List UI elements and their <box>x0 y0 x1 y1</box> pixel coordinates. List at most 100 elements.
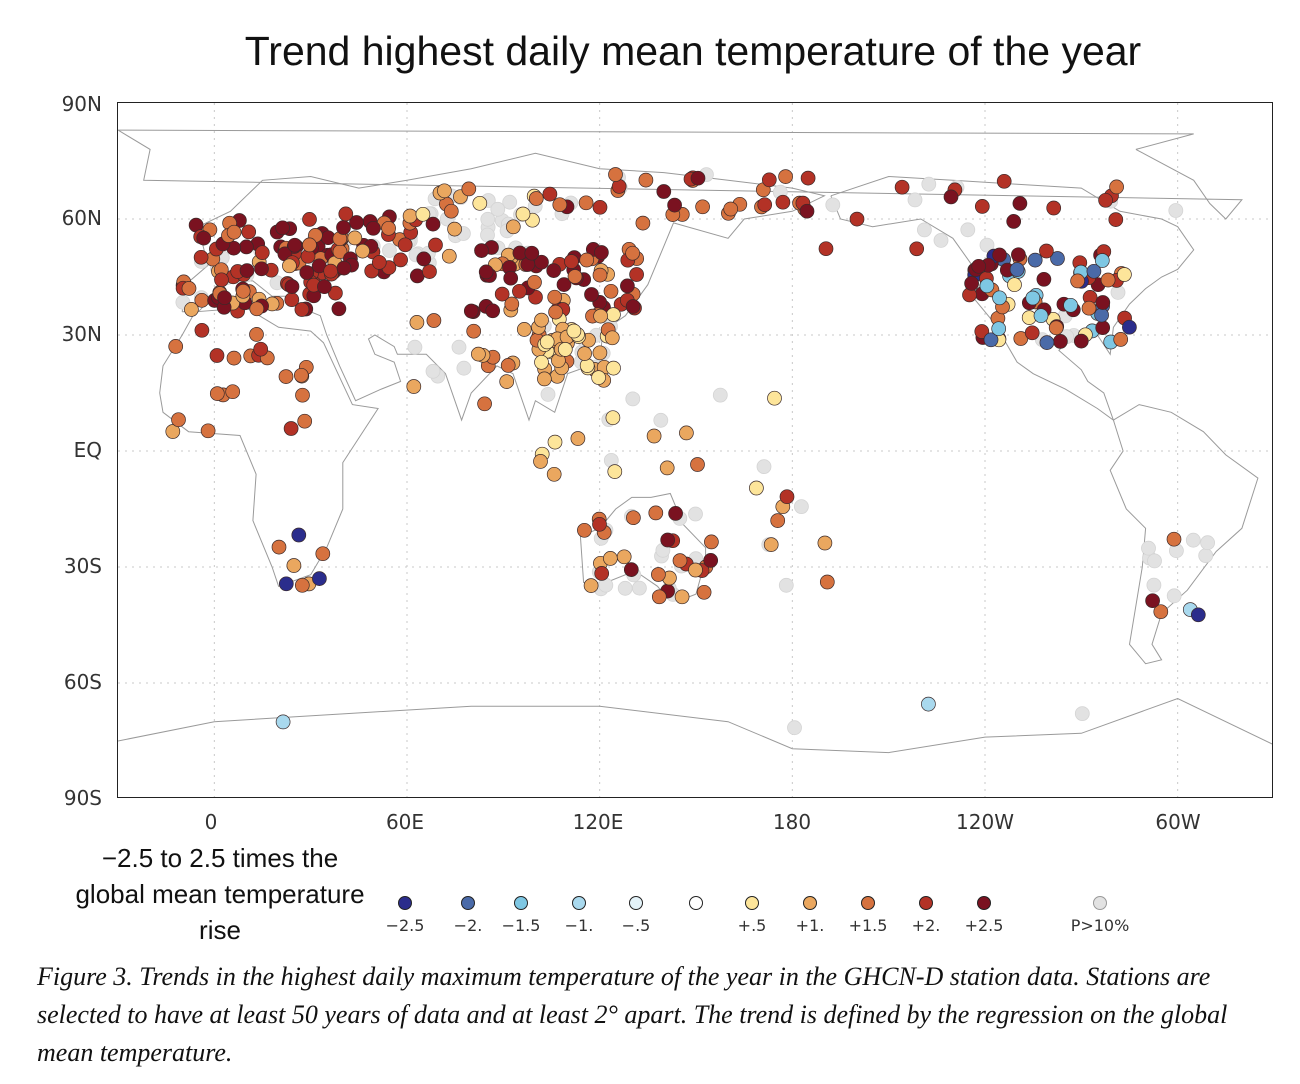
legend-item: +2.5 <box>949 896 1019 935</box>
station-dot <box>603 283 619 299</box>
station-dot <box>960 222 976 238</box>
station-dot <box>249 327 264 342</box>
lon-tick-120w: 120W <box>956 810 1014 834</box>
station-dot <box>1036 271 1052 287</box>
station-dot <box>428 237 443 253</box>
legend-label: +1. <box>795 916 825 935</box>
station-dot <box>603 551 618 566</box>
lat-tick-90n: 90N <box>61 92 102 116</box>
station-dot <box>293 367 309 383</box>
station-dot <box>291 527 307 543</box>
station-dot <box>226 224 242 240</box>
station-dot <box>1147 553 1162 569</box>
station-dot <box>1009 262 1025 277</box>
station-dot <box>512 283 527 299</box>
station-dot <box>557 342 573 357</box>
station-dot <box>943 189 959 205</box>
station-dot <box>1190 607 1206 623</box>
station-dot <box>635 215 651 231</box>
station-markers <box>165 167 1215 736</box>
station-dot <box>616 549 632 565</box>
station-dot <box>278 576 294 592</box>
station-dot <box>552 197 568 213</box>
europe-asia-coast <box>181 152 826 422</box>
station-dot <box>1011 247 1026 263</box>
station-dot <box>756 459 772 475</box>
station-dot <box>570 431 586 446</box>
station-dot <box>547 434 563 450</box>
antarctica-coast <box>118 697 1272 754</box>
station-dot <box>239 239 254 255</box>
map-title: Trend highest daily mean temperature of … <box>244 28 1142 74</box>
station-dot <box>1098 192 1113 208</box>
station-dot <box>200 423 216 439</box>
station-dot <box>209 348 225 363</box>
station-dot <box>294 577 310 593</box>
station-dot <box>770 513 786 528</box>
station-dot <box>1109 179 1124 195</box>
station-dot <box>653 412 669 428</box>
station-dot <box>416 251 432 267</box>
station-dot <box>299 265 315 280</box>
station-dot <box>800 170 816 186</box>
legend-swatch <box>461 896 475 910</box>
legend-label: −1. <box>564 916 594 935</box>
legend-item: −2.5 <box>370 896 440 935</box>
station-dot <box>1094 307 1109 323</box>
station-dot <box>1141 540 1156 556</box>
station-dot <box>607 464 623 479</box>
station-dot <box>1095 295 1111 310</box>
station-dot <box>825 197 841 213</box>
station-dot <box>336 220 351 235</box>
station-dot <box>478 264 494 280</box>
station-dot <box>626 510 641 526</box>
station-dot <box>579 358 595 373</box>
legend-item: +.5 <box>717 896 787 935</box>
legend-label: +2. <box>911 916 941 935</box>
station-dot <box>992 247 1007 263</box>
station-dot <box>819 574 835 590</box>
legend-swatch <box>919 896 933 910</box>
station-dot <box>286 558 302 573</box>
station-dot <box>499 374 515 389</box>
station-dot <box>592 267 608 283</box>
legend-swatch <box>689 896 703 910</box>
station-dot <box>1200 535 1215 551</box>
station-dot <box>564 254 579 269</box>
station-dot <box>660 532 676 548</box>
station-dot <box>625 391 641 407</box>
station-dot <box>312 571 327 586</box>
station-dot <box>1146 577 1162 593</box>
station-dot <box>249 301 265 317</box>
station-dot <box>302 212 317 227</box>
station-dot <box>817 535 833 551</box>
lon-tick-120e: 120E <box>572 810 624 834</box>
legend-item: −1.5 <box>486 896 556 935</box>
station-dot <box>539 334 555 350</box>
lat-tick-eq: EQ <box>73 438 102 462</box>
station-dot <box>606 360 621 376</box>
station-dot <box>275 714 291 730</box>
legend-item: +1.5 <box>833 896 903 935</box>
station-dot <box>917 222 932 238</box>
station-dot <box>209 386 225 401</box>
lat-tick-60s: 60S <box>63 670 102 694</box>
station-dot <box>456 360 472 376</box>
station-dot <box>567 269 583 284</box>
station-dot <box>275 220 290 236</box>
legend-swatch <box>745 896 759 910</box>
station-dot <box>625 245 640 261</box>
station-dot <box>996 173 1012 189</box>
station-dot <box>594 566 610 581</box>
station-dot <box>974 199 990 214</box>
station-dot <box>193 249 209 265</box>
station-dot <box>282 258 297 274</box>
station-dot <box>620 278 635 294</box>
station-dot <box>480 211 496 227</box>
station-dot <box>425 363 441 379</box>
station-dot <box>1063 297 1078 313</box>
station-dot <box>577 346 592 361</box>
lat-tick-90s: 90S <box>63 786 102 810</box>
legend-item: −1. <box>544 896 614 935</box>
station-dot <box>1198 548 1214 564</box>
